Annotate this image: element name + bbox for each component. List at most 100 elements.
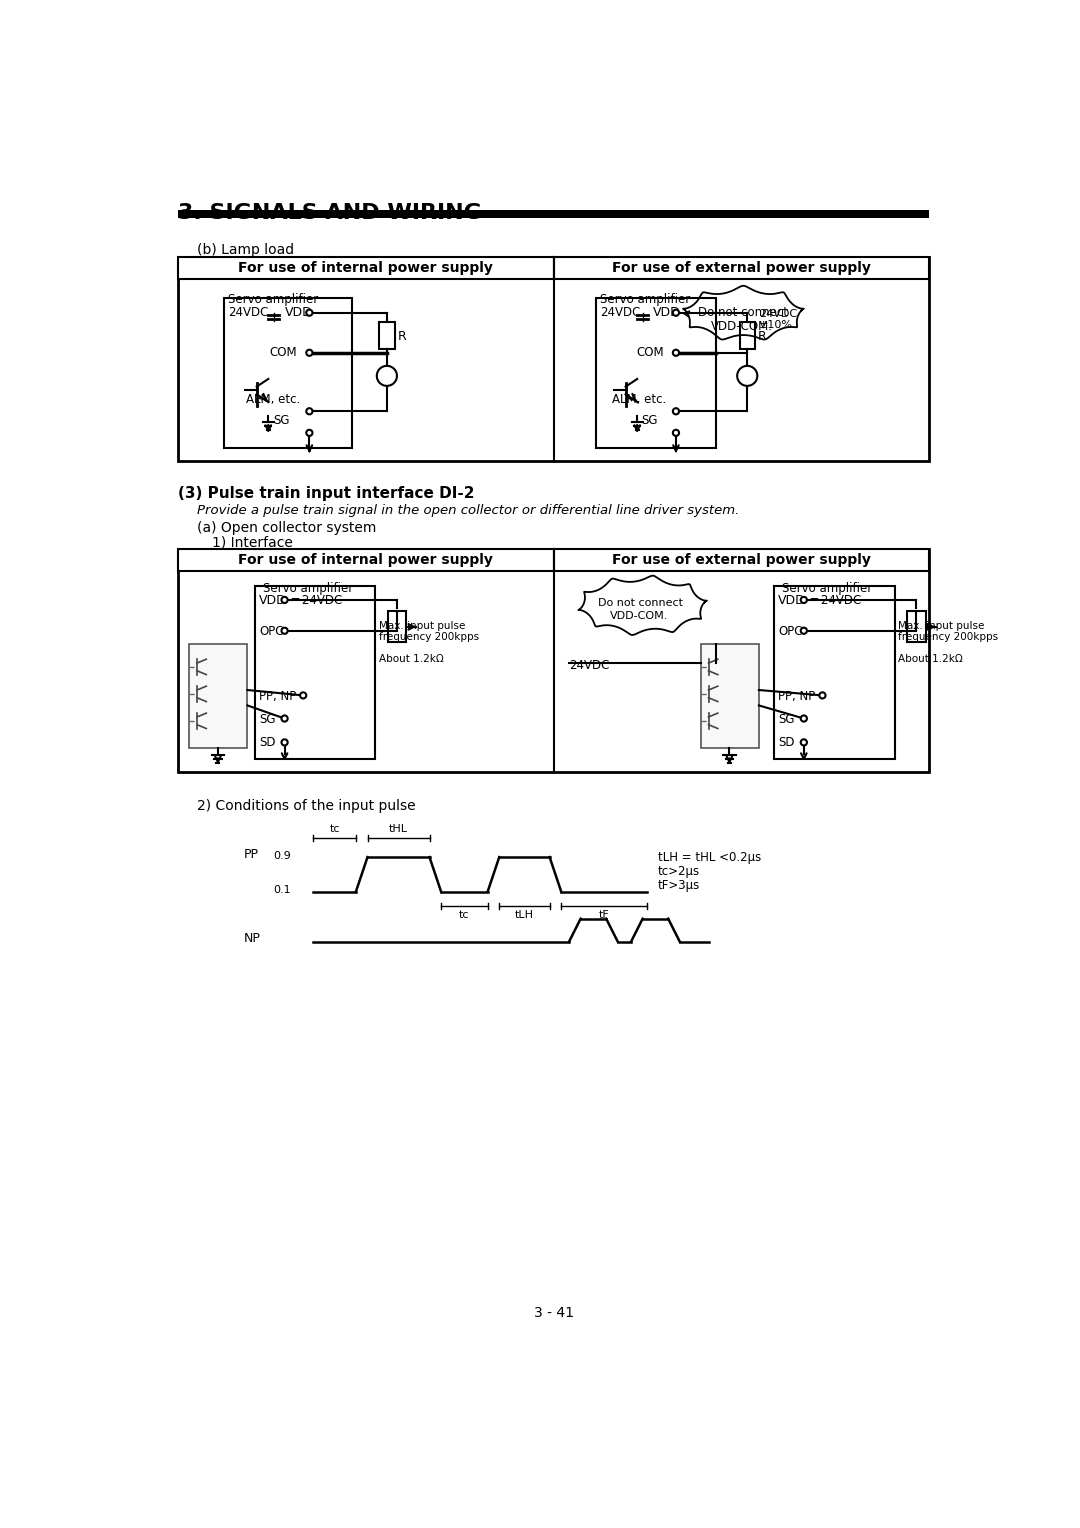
Text: 0.1: 0.1: [273, 885, 291, 895]
Text: PP: PP: [243, 848, 258, 860]
Circle shape: [673, 310, 679, 316]
Text: (3) Pulse train input interface DI-2: (3) Pulse train input interface DI-2: [177, 486, 474, 501]
Bar: [189, 643, 247, 747]
Text: Do not connect: Do not connect: [597, 597, 683, 608]
Text: Provide a pulse train signal in the open collector or differential line driver s: Provide a pulse train signal in the open…: [197, 504, 740, 518]
Text: 3 - 41: 3 - 41: [534, 1306, 573, 1320]
Bar: [907, 611, 926, 642]
Text: COM: COM: [636, 345, 664, 359]
Text: 24VDC: 24VDC: [569, 659, 609, 672]
Text: Do not connect: Do not connect: [699, 306, 788, 319]
Text: 1) Interface: 1) Interface: [213, 535, 294, 549]
Circle shape: [307, 310, 312, 316]
Text: OPC: OPC: [259, 625, 283, 637]
Bar: [701, 643, 759, 747]
Text: For use of internal power supply: For use of internal power supply: [238, 261, 492, 275]
Bar: [177, 257, 930, 461]
Text: VDD-COM.: VDD-COM.: [610, 611, 669, 622]
Text: tLH: tLH: [515, 911, 534, 920]
Text: tF: tF: [598, 911, 609, 920]
Circle shape: [820, 692, 825, 698]
Bar: [774, 587, 894, 759]
Circle shape: [377, 365, 397, 387]
Circle shape: [282, 628, 287, 634]
Text: About 1.2kΩ: About 1.2kΩ: [379, 654, 444, 663]
Text: VDD: VDD: [652, 306, 680, 319]
Text: Servo amplifier: Servo amplifier: [782, 582, 873, 596]
Text: SG: SG: [779, 714, 795, 726]
Text: For use of external power supply: For use of external power supply: [611, 553, 870, 567]
Circle shape: [282, 597, 287, 604]
Circle shape: [300, 692, 307, 698]
Text: frequency 200kpps: frequency 200kpps: [899, 631, 999, 642]
Circle shape: [307, 429, 312, 435]
Text: Max. input pulse: Max. input pulse: [379, 620, 465, 631]
Text: ALM, etc.: ALM, etc.: [611, 393, 666, 406]
Text: Servo amplifier: Servo amplifier: [600, 293, 690, 307]
Bar: [255, 587, 375, 759]
Circle shape: [282, 740, 287, 746]
Text: tc>2μs: tc>2μs: [658, 865, 700, 877]
Text: For use of external power supply: For use of external power supply: [611, 261, 870, 275]
Circle shape: [738, 365, 757, 387]
Bar: [177, 209, 930, 219]
Circle shape: [307, 408, 312, 414]
Bar: [554, 549, 930, 570]
Text: SD: SD: [779, 736, 795, 749]
Bar: [596, 298, 716, 448]
Text: About 1.2kΩ: About 1.2kΩ: [899, 654, 963, 663]
Text: 24VDC: 24VDC: [228, 306, 268, 319]
Bar: [388, 611, 406, 642]
Text: Servo amplifier: Servo amplifier: [228, 293, 319, 307]
Text: SD: SD: [259, 736, 275, 749]
Circle shape: [800, 597, 807, 604]
Text: For use of internal power supply: For use of internal power supply: [238, 553, 492, 567]
Text: tc: tc: [459, 911, 470, 920]
Text: VDD: VDD: [284, 306, 312, 319]
Circle shape: [282, 715, 287, 721]
Text: (b) Lamp load: (b) Lamp load: [197, 243, 294, 257]
Text: 24VDC: 24VDC: [759, 309, 797, 319]
Bar: [177, 549, 930, 773]
Bar: [225, 298, 352, 448]
Circle shape: [800, 715, 807, 721]
Bar: [554, 257, 930, 278]
Text: NP: NP: [243, 932, 260, 946]
Text: R: R: [758, 330, 767, 342]
Text: 24VDC: 24VDC: [600, 306, 640, 319]
Text: tF>3μs: tF>3μs: [658, 879, 700, 892]
Bar: [177, 257, 554, 278]
Text: ±10%: ±10%: [759, 321, 793, 330]
Text: COM: COM: [269, 345, 297, 359]
Text: ALM, etc.: ALM, etc.: [246, 393, 300, 406]
Text: (a) Open collector system: (a) Open collector system: [197, 521, 376, 535]
Circle shape: [800, 740, 807, 746]
Text: SG: SG: [259, 714, 275, 726]
Text: 2) Conditions of the input pulse: 2) Conditions of the input pulse: [197, 799, 416, 813]
Circle shape: [673, 408, 679, 414]
Text: OPC: OPC: [779, 625, 802, 637]
Text: tLH = tHL <0.2μs: tLH = tHL <0.2μs: [658, 851, 761, 863]
Text: R: R: [397, 330, 406, 342]
Text: SG: SG: [273, 414, 289, 426]
Text: VDD-COM.: VDD-COM.: [711, 319, 773, 333]
Text: PP, NP: PP, NP: [259, 691, 296, 703]
Bar: [740, 322, 755, 348]
Text: 3. SIGNALS AND WIRING: 3. SIGNALS AND WIRING: [177, 203, 482, 223]
Circle shape: [307, 350, 312, 356]
Text: VDD: VDD: [259, 594, 287, 607]
Text: SG: SG: [642, 414, 658, 426]
Text: VDD: VDD: [779, 594, 806, 607]
Text: frequency 200kpps: frequency 200kpps: [379, 631, 480, 642]
Bar: [379, 322, 394, 348]
Bar: [177, 549, 554, 570]
Circle shape: [673, 429, 679, 435]
Circle shape: [800, 628, 807, 634]
Text: Max. input pulse: Max. input pulse: [899, 620, 985, 631]
Text: tHL: tHL: [389, 824, 408, 834]
Text: 0.9: 0.9: [273, 851, 291, 860]
Text: ═ 24VDC: ═ 24VDC: [810, 594, 861, 607]
Circle shape: [673, 350, 679, 356]
Text: PP, NP: PP, NP: [779, 691, 815, 703]
Text: ═ 24VDC: ═ 24VDC: [291, 594, 342, 607]
